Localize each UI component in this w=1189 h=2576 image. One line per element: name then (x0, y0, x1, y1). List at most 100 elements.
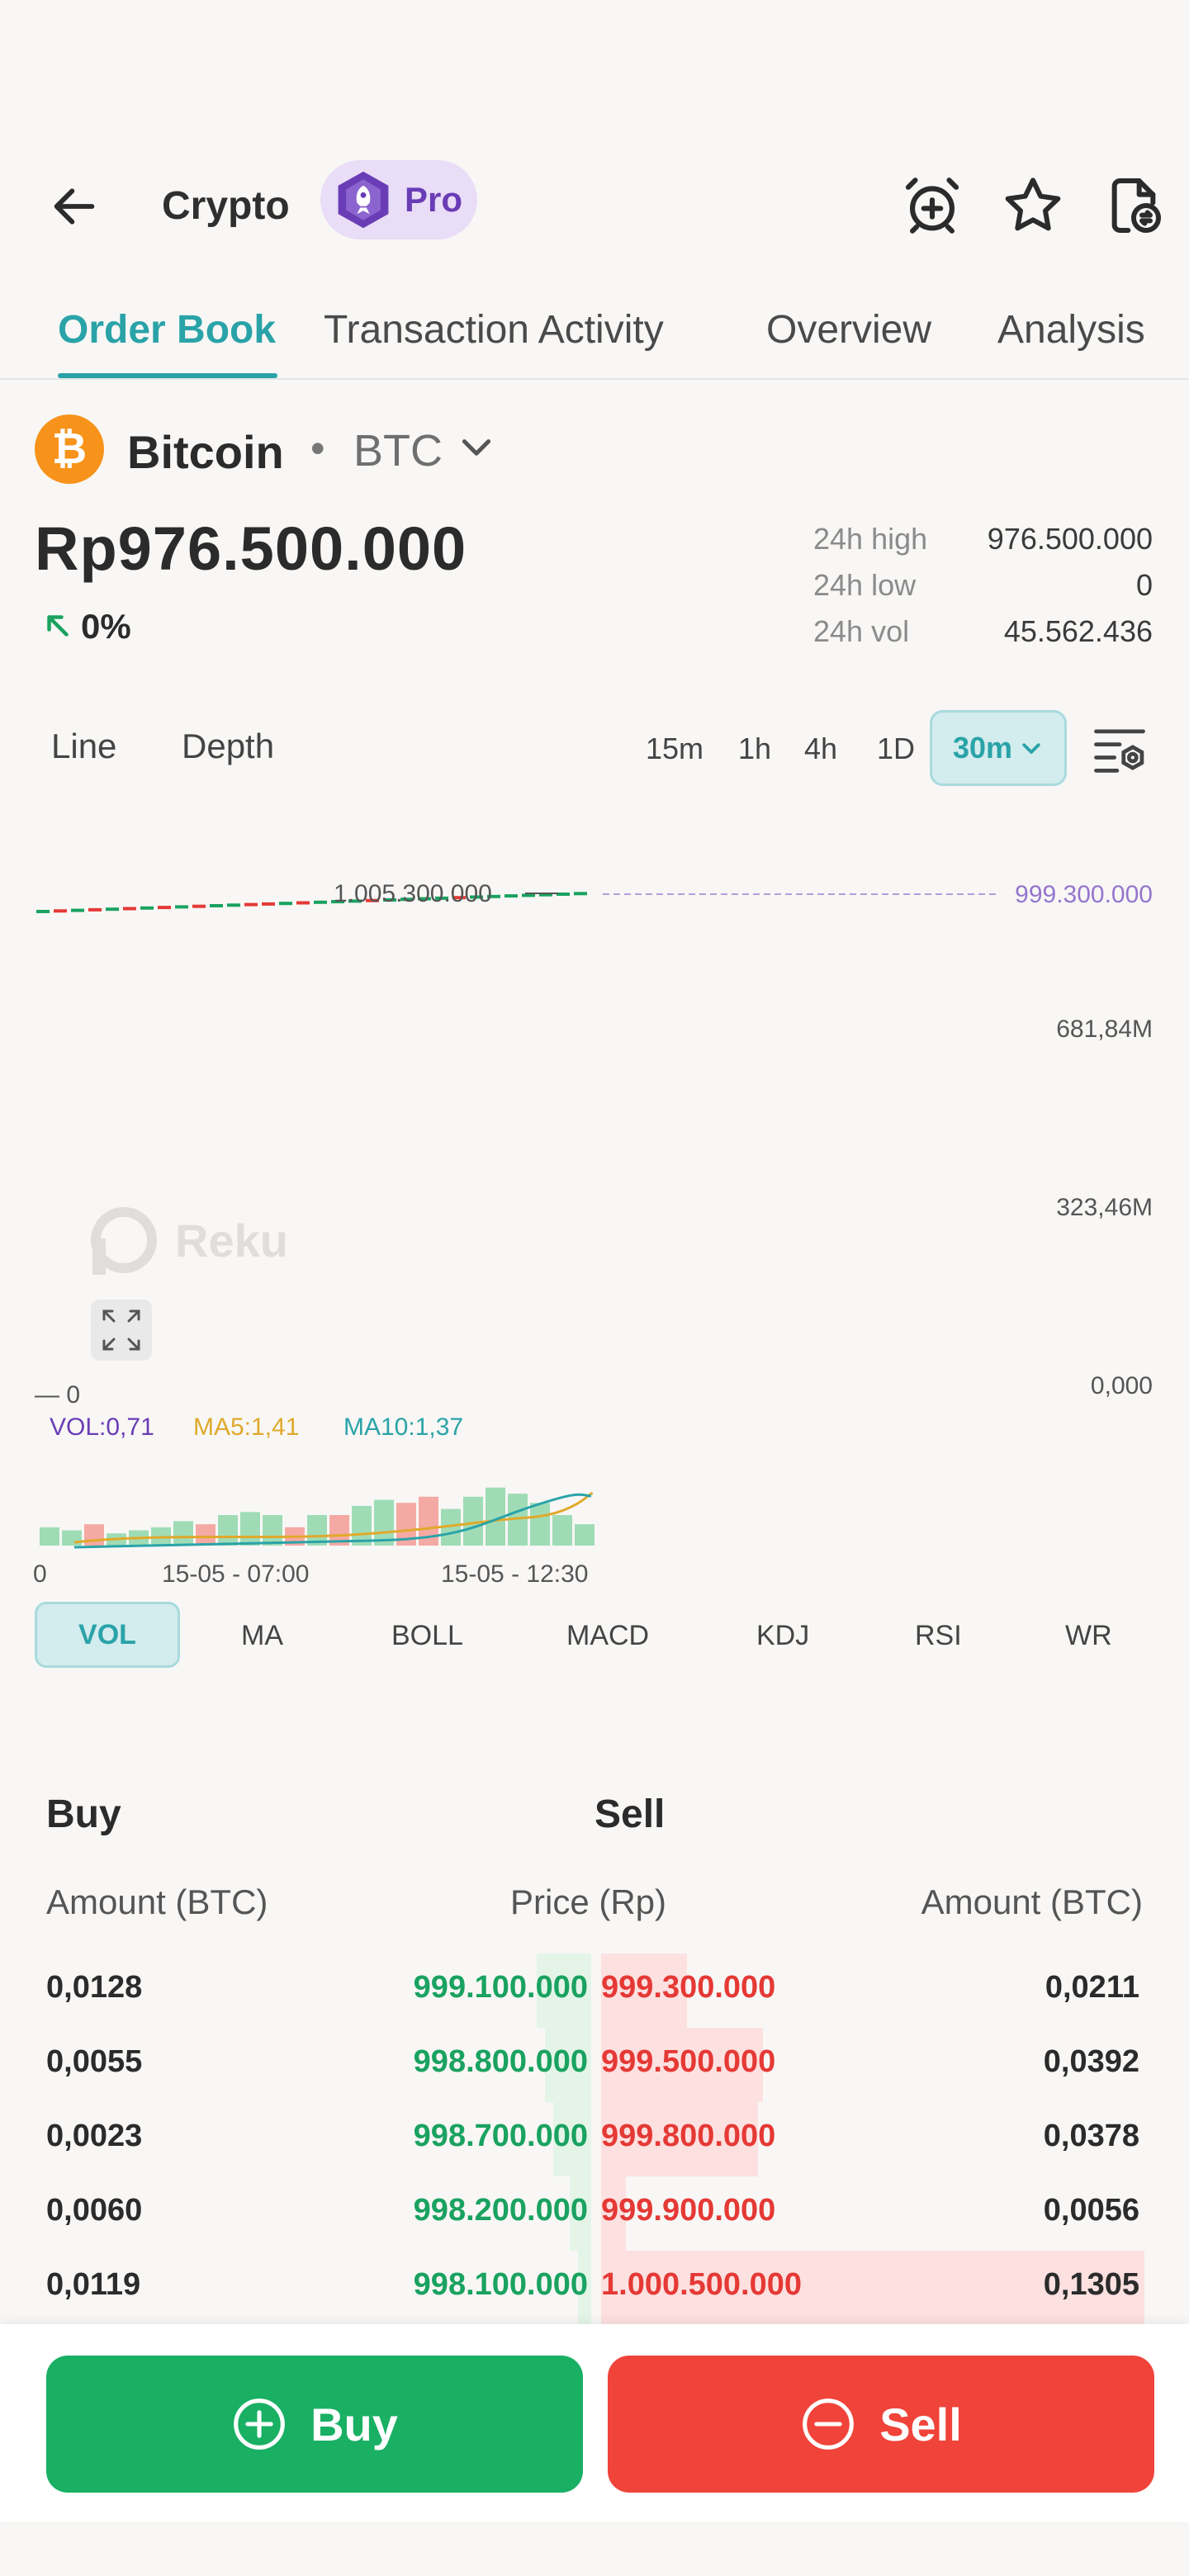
chart-settings-icon[interactable] (1088, 718, 1151, 781)
favorite-button[interactable] (996, 168, 1070, 243)
coin-symbol[interactable]: BTC (353, 426, 443, 476)
tab-bar: Order Book Transaction Activity Overview… (0, 297, 1189, 380)
expand-icon[interactable] (91, 1300, 152, 1361)
candle (487, 894, 500, 898)
candlestick-chart[interactable]: 1.005.300.000 999.300.000 681,84M 323,46… (0, 826, 1189, 1610)
sell-price[interactable]: 999.500.000 (601, 2044, 776, 2079)
pro-label: Pro (405, 180, 463, 219)
candle (418, 897, 431, 901)
sell-price[interactable]: 1.000.500.000 (601, 2267, 803, 2302)
buy-amount: 0,0060 (46, 2193, 143, 2228)
chart-type-depth[interactable]: Depth (182, 727, 275, 765)
tab-order-book[interactable]: Order Book (58, 308, 277, 352)
sell-button[interactable]: Sell (608, 2356, 1154, 2493)
candle (383, 898, 396, 902)
ma10-line (73, 1493, 592, 1549)
indicator-vol[interactable]: VOL (35, 1602, 180, 1668)
timeframe-active-label: 30m (952, 731, 1013, 765)
indicator-wr[interactable]: WR (1065, 1620, 1112, 1651)
buy-button[interactable]: Buy (46, 2356, 583, 2493)
buy-depth-bar (537, 1953, 591, 2028)
chart-type-line[interactable]: Line (51, 727, 117, 765)
indicator-ma[interactable]: MA (241, 1620, 283, 1651)
stat-low-value: 0 (1135, 568, 1153, 602)
tab-analysis[interactable]: Analysis (997, 308, 1145, 352)
back-arrow-icon (54, 188, 95, 225)
indicator-boll[interactable]: BOLL (391, 1620, 463, 1651)
sell-price[interactable]: 999.900.000 (601, 2193, 776, 2228)
sell-depth-bar (601, 2102, 758, 2176)
buy-amount: 0,0055 (46, 2044, 143, 2079)
star-icon (1005, 178, 1061, 231)
coin-swap-icon (1111, 178, 1161, 233)
reku-watermark: Reku (91, 1207, 288, 1275)
indicator-macd[interactable]: MACD (566, 1620, 650, 1651)
x-axis-label-1: 15-05 - 07:00 (162, 1560, 309, 1588)
candle (192, 904, 206, 908)
order-book-row[interactable]: 0,0119 998.100.000 1.000.500.000 0,1305 (0, 2251, 1189, 2325)
chevron-down-icon[interactable] (456, 428, 497, 469)
buy-depth-bar (570, 2176, 591, 2251)
order-book-row[interactable]: 0,0060 998.200.000 999.900.000 0,0056 (0, 2176, 1189, 2251)
sell-amount: 0,0378 (1043, 2119, 1139, 2153)
volume-bar (240, 1512, 260, 1546)
tab-transaction-activity[interactable]: Transaction Activity (324, 308, 664, 352)
buy-amount: 0,0023 (46, 2119, 143, 2153)
candle (452, 896, 466, 900)
timeframe-1d[interactable]: 1D (877, 732, 916, 765)
candle (504, 894, 518, 898)
price-change: 0% (81, 607, 131, 646)
top-app-bar: Crypto Pro (0, 149, 1189, 256)
candle (244, 902, 258, 907)
timeframe-dropdown[interactable]: 30m (930, 710, 1067, 786)
volume-bar (530, 1503, 550, 1546)
candle (400, 897, 414, 902)
x-axis-label-2: 15-05 - 12:30 (441, 1560, 588, 1588)
timeframe-4h[interactable]: 4h (804, 732, 838, 765)
price-marker-label: 1.005.300.000 (334, 880, 492, 907)
sell-amount: 0,0211 (1045, 1970, 1139, 2005)
vol-indicator-label: VOL:0,71 (50, 1413, 154, 1441)
candle (470, 895, 483, 899)
coin-name[interactable]: Bitcoin (127, 426, 284, 478)
coin-swap-button[interactable] (1097, 168, 1171, 243)
buy-price[interactable]: 998.200.000 (413, 2193, 588, 2228)
volume-bar (173, 1521, 193, 1546)
candle (158, 906, 171, 910)
stat-high-label: 24h high (813, 522, 928, 556)
sell-price[interactable]: 999.800.000 (601, 2119, 776, 2153)
coin-separator: • (310, 425, 325, 471)
candle (140, 906, 154, 910)
candle (227, 903, 240, 907)
timeframe-15m[interactable]: 15m (646, 732, 704, 765)
buy-depth-bar (578, 2251, 591, 2325)
indicator-selector: VOL MA BOLL MACD KDJ RSI WR (0, 1602, 1189, 1676)
axis-label-high: 681,84M (1056, 1016, 1153, 1043)
reku-watermark-text: Reku (175, 1215, 288, 1267)
pro-badge[interactable]: Pro (320, 160, 477, 239)
arrow-up-left-icon (47, 615, 69, 637)
buy-price[interactable]: 998.800.000 (413, 2044, 588, 2079)
bottom-action-bar: Buy Sell (0, 2324, 1189, 2522)
sell-price[interactable]: 999.300.000 (601, 1970, 776, 2005)
buy-price[interactable]: 998.100.000 (413, 2267, 588, 2302)
candles (36, 892, 587, 913)
candle (331, 900, 344, 904)
tab-overview[interactable]: Overview (766, 308, 932, 352)
buy-price[interactable]: 998.700.000 (413, 2119, 588, 2153)
order-book-row[interactable]: 0,0023 998.700.000 999.800.000 0,0378 (0, 2102, 1189, 2176)
candle (522, 893, 535, 897)
stat-vol-value: 45.562.436 (1003, 614, 1153, 648)
candle (71, 908, 84, 912)
indicator-kdj[interactable]: KDJ (756, 1620, 810, 1651)
buy-price[interactable]: 999.100.000 (413, 1970, 588, 2005)
timeframe-1h[interactable]: 1h (738, 732, 772, 765)
order-book-row[interactable]: 0,0055 998.800.000 999.500.000 0,0392 (0, 2028, 1189, 2102)
indicator-rsi[interactable]: RSI (915, 1620, 962, 1651)
buy-depth-bar (545, 2028, 591, 2102)
price-alert-button[interactable] (895, 168, 969, 243)
back-button[interactable] (41, 173, 107, 239)
order-book-row[interactable]: 0,0128 999.100.000 999.300.000 0,0211 (0, 1953, 1189, 2028)
stat-vol-label: 24h vol (813, 614, 910, 648)
buy-amount: 0,0119 (46, 2267, 141, 2302)
